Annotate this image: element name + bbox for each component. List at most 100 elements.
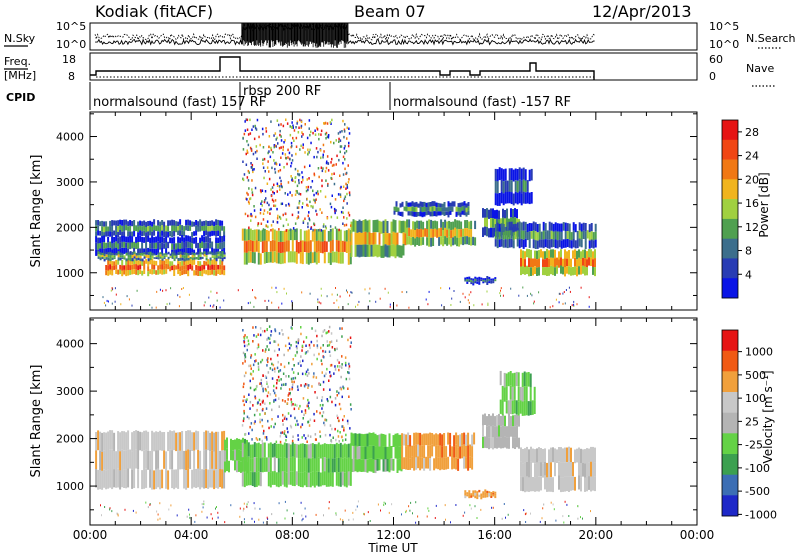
heatmap-cell bbox=[281, 252, 284, 264]
heatmap-cell bbox=[139, 431, 142, 451]
colorbar-tick-label: 8 bbox=[745, 245, 752, 258]
heatmap-cell bbox=[315, 229, 318, 241]
heatmap-cell bbox=[376, 447, 379, 459]
heatmap-cell bbox=[482, 493, 485, 496]
scatter-point bbox=[286, 122, 289, 125]
heatmap-cell bbox=[433, 206, 436, 212]
scatter-point bbox=[290, 398, 292, 401]
heatmap-cell bbox=[474, 493, 477, 496]
heatmap-cell bbox=[431, 433, 434, 445]
scatter-point bbox=[396, 304, 398, 307]
heatmap-cell bbox=[360, 220, 363, 233]
heatmap-cell bbox=[517, 386, 520, 402]
heatmap-cell bbox=[490, 218, 492, 228]
heatmap-cell bbox=[157, 241, 160, 249]
heatmap-cell bbox=[439, 433, 442, 446]
heatmap-cell bbox=[520, 180, 523, 193]
heatmap-cell bbox=[175, 253, 178, 256]
scatter-point bbox=[244, 432, 247, 436]
scatter-point bbox=[563, 521, 565, 524]
heatmap-cell bbox=[568, 223, 571, 232]
heatmap-cell bbox=[432, 237, 435, 246]
heatmap-cell bbox=[159, 430, 162, 451]
scatter-point bbox=[243, 417, 245, 420]
heatmap-cell bbox=[530, 231, 533, 239]
scatter-point bbox=[246, 344, 248, 347]
heatmap-cell bbox=[478, 494, 481, 498]
scatter-point bbox=[288, 392, 290, 395]
heatmap-cell bbox=[463, 210, 466, 216]
heatmap-cell bbox=[522, 230, 525, 240]
scatter-point bbox=[321, 414, 324, 418]
heatmap-cell bbox=[163, 260, 166, 266]
heatmap-cell bbox=[488, 494, 491, 497]
scatter-point bbox=[246, 415, 249, 419]
heatmap-cell bbox=[113, 230, 116, 236]
heatmap-cell bbox=[486, 276, 489, 279]
scatter-point bbox=[278, 348, 280, 351]
scatter-point bbox=[301, 206, 303, 209]
heatmap-cell bbox=[406, 236, 409, 245]
scatter-point bbox=[326, 340, 328, 343]
heatmap-cell bbox=[119, 264, 122, 270]
heatmap-cell bbox=[393, 210, 396, 215]
heatmap-cell bbox=[544, 239, 547, 248]
scatter-point bbox=[277, 375, 280, 379]
scatter-point bbox=[307, 420, 309, 424]
scatter-point bbox=[297, 338, 300, 341]
scatter-point bbox=[286, 162, 288, 166]
heatmap-cell bbox=[460, 236, 463, 245]
heatmap-cell bbox=[309, 251, 312, 264]
heatmap-cell bbox=[405, 457, 408, 470]
scatter-point bbox=[274, 199, 277, 202]
scatter-point bbox=[341, 363, 343, 366]
heatmap-cell bbox=[147, 431, 150, 451]
scatter-point bbox=[336, 216, 339, 219]
scatter-point bbox=[290, 377, 293, 381]
scatter-point bbox=[334, 198, 337, 201]
scatter-point bbox=[273, 204, 275, 207]
heatmap-cell bbox=[584, 449, 586, 464]
scatter-point bbox=[289, 346, 291, 350]
scatter-point bbox=[278, 228, 280, 231]
heatmap-cell bbox=[505, 386, 508, 401]
heatmap-cell bbox=[441, 434, 444, 447]
scatter-point bbox=[282, 145, 284, 149]
heatmap-cell bbox=[480, 277, 483, 280]
scatter-point bbox=[348, 367, 350, 370]
heatmap-cell bbox=[358, 458, 361, 472]
heatmap-cell bbox=[426, 237, 429, 246]
scatter-point bbox=[280, 185, 283, 188]
heatmap-cell bbox=[449, 206, 452, 211]
scatter-point bbox=[571, 304, 573, 307]
heatmap-cell bbox=[520, 230, 523, 239]
heatmap-cell bbox=[568, 476, 570, 492]
scatter-point bbox=[243, 132, 246, 136]
scatter-point bbox=[342, 211, 344, 214]
heatmap-cell bbox=[520, 249, 522, 258]
scatter-point bbox=[349, 345, 352, 348]
heatmap-cell bbox=[240, 439, 242, 451]
scatter-point bbox=[336, 394, 338, 397]
heatmap-cell bbox=[193, 253, 196, 256]
scatter-point bbox=[284, 139, 286, 142]
heatmap-cell bbox=[123, 241, 126, 248]
heatmap-cell bbox=[498, 210, 500, 220]
heatmap-cell bbox=[147, 231, 150, 237]
station-title: Kodiak (fitACF) bbox=[95, 2, 213, 21]
heatmap-cell bbox=[307, 252, 310, 265]
scatter-point bbox=[338, 140, 340, 143]
heatmap-cell bbox=[226, 437, 228, 449]
scatter-point bbox=[271, 198, 274, 202]
scatter-point bbox=[165, 289, 167, 292]
heatmap-cell bbox=[457, 211, 460, 216]
scatter-point bbox=[250, 162, 252, 165]
scatter-point bbox=[289, 133, 292, 137]
heatmap-cell bbox=[171, 254, 174, 257]
scatter-point bbox=[305, 351, 308, 354]
heatmap-cell bbox=[409, 458, 412, 470]
scatter-point bbox=[259, 420, 261, 424]
scatter-point bbox=[271, 186, 274, 189]
heatmap-cell bbox=[189, 430, 192, 450]
heatmap-cell bbox=[181, 255, 184, 258]
